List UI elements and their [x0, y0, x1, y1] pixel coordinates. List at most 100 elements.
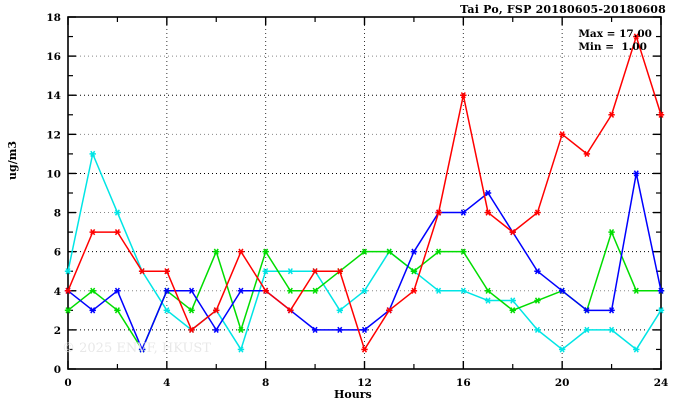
- marker-stroke: [411, 268, 417, 275]
- data-point-marker: [410, 268, 418, 275]
- data-point-marker: [89, 287, 96, 294]
- y-tick-label: 10: [46, 168, 61, 180]
- data-point-marker: [460, 209, 467, 216]
- data-point-marker: [114, 228, 121, 236]
- data-point-marker: [484, 297, 492, 304]
- data-point-marker: [138, 268, 146, 275]
- data-point-marker: [558, 346, 566, 353]
- data-point-marker: [262, 268, 269, 275]
- data-point-marker: [534, 326, 541, 334]
- marker-stroke: [460, 92, 466, 99]
- data-point-marker: [633, 170, 640, 177]
- data-point-marker: [336, 268, 343, 275]
- max-annotation-label: Max = 17.00: [578, 28, 652, 40]
- marker-stroke: [114, 228, 120, 236]
- marker-stroke: [485, 287, 491, 294]
- data-point-marker: [386, 307, 393, 314]
- data-point-marker: [435, 287, 442, 294]
- marker-stroke: [460, 287, 466, 294]
- marker-stroke: [213, 307, 219, 314]
- marker-stroke: [436, 209, 442, 216]
- data-point-marker: [114, 287, 121, 294]
- data-point-marker: [583, 150, 591, 158]
- data-point-marker: [558, 131, 566, 138]
- data-point-marker: [213, 307, 220, 314]
- marker-stroke: [559, 287, 565, 294]
- data-point-marker: [484, 209, 492, 216]
- data-point-marker: [534, 268, 541, 275]
- marker-stroke: [559, 346, 565, 353]
- marker-stroke: [609, 228, 615, 236]
- marker-stroke: [337, 307, 343, 314]
- x-tick-label: 0: [64, 377, 71, 389]
- data-point-marker: [534, 297, 541, 304]
- data-point-marker: [237, 326, 245, 334]
- marker-stroke: [609, 307, 615, 314]
- data-point-marker: [460, 248, 467, 255]
- marker-stroke: [139, 346, 145, 353]
- marker-stroke: [485, 297, 491, 304]
- data-point-marker: [460, 287, 467, 294]
- marker-stroke: [90, 228, 96, 236]
- data-point-marker: [361, 346, 368, 353]
- data-point-marker: [237, 248, 245, 255]
- marker-stroke: [386, 307, 392, 314]
- marker-stroke: [534, 326, 540, 334]
- marker-stroke: [263, 287, 269, 294]
- data-point-marker: [509, 307, 516, 314]
- marker-stroke: [238, 287, 244, 294]
- data-point-marker: [633, 287, 640, 294]
- marker-stroke: [90, 287, 96, 294]
- marker-stroke: [238, 248, 244, 255]
- data-point-marker: [608, 326, 615, 334]
- data-point-marker: [287, 307, 294, 314]
- marker-stroke: [485, 209, 491, 216]
- marker-stroke: [485, 189, 491, 197]
- x-tick-label: 16: [456, 377, 471, 389]
- min-annotation-label: Min = 1.00: [578, 41, 647, 53]
- data-point-marker: [608, 111, 615, 118]
- x-tick-label: 12: [357, 377, 372, 389]
- marker-stroke: [90, 150, 96, 158]
- x-tick-label: 4: [163, 377, 170, 389]
- marker-stroke: [361, 248, 368, 255]
- data-point-marker: [657, 287, 665, 294]
- y-tick-label: 18: [46, 12, 61, 24]
- data-point-marker: [89, 150, 96, 158]
- data-point-marker: [213, 326, 220, 334]
- marker-stroke: [534, 268, 540, 275]
- marker-stroke: [213, 326, 219, 334]
- data-point-marker: [64, 307, 72, 314]
- x-tick-label: 24: [654, 377, 669, 389]
- marker-stroke: [361, 326, 368, 334]
- marker-stroke: [114, 287, 120, 294]
- marker-stroke: [436, 248, 442, 255]
- x-tick-label: 20: [555, 377, 570, 389]
- marker-stroke: [534, 209, 540, 216]
- x-axis-label: Hours: [334, 388, 372, 401]
- data-point-marker: [583, 307, 591, 314]
- data-point-marker: [410, 287, 418, 294]
- series-cyan: [64, 150, 665, 353]
- data-point-marker: [361, 287, 368, 294]
- data-point-marker: [460, 92, 467, 99]
- marker-stroke: [633, 287, 639, 294]
- series-red: [64, 33, 665, 353]
- marker-stroke: [584, 150, 590, 158]
- data-point-marker: [410, 248, 418, 255]
- data-point-marker: [163, 287, 171, 294]
- marker-stroke: [386, 248, 392, 255]
- data-point-marker: [336, 307, 343, 314]
- marker-stroke: [534, 297, 540, 304]
- y-tick-label: 4: [54, 286, 61, 298]
- data-point-marker: [583, 326, 591, 334]
- data-point-marker: [361, 248, 368, 255]
- marker-stroke: [510, 307, 516, 314]
- marker-stroke: [658, 287, 664, 294]
- marker-stroke: [287, 268, 293, 275]
- data-point-marker: [608, 228, 615, 236]
- data-point-marker: [213, 248, 220, 255]
- marker-stroke: [263, 268, 269, 275]
